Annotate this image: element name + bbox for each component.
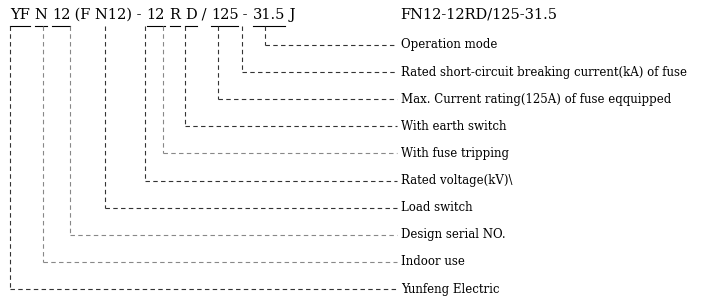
Text: Max. Current rating(125A) of fuse eqquipped: Max. Current rating(125A) of fuse eqquip… [401,93,671,106]
Text: With fuse tripping: With fuse tripping [401,147,509,160]
Text: Design serial NO.: Design serial NO. [401,228,506,241]
Text: YF: YF [10,8,30,22]
Text: With earth switch: With earth switch [401,120,506,133]
Text: 12: 12 [146,8,165,22]
Text: /: / [197,8,211,22]
Text: 12: 12 [52,8,71,22]
Text: -: - [238,8,253,22]
Text: Rated voltage(kV)\: Rated voltage(kV)\ [401,174,513,187]
Text: R: R [169,8,181,22]
Text: Yunfeng Electric: Yunfeng Electric [401,282,500,296]
Text: N: N [34,8,47,22]
Text: J: J [285,8,296,22]
Text: (F N12) -: (F N12) - [71,8,146,22]
Text: D: D [185,8,197,22]
Text: FN12-12RD/125-31.5: FN12-12RD/125-31.5 [400,8,557,22]
Text: 125: 125 [211,8,238,22]
Text: 31.5: 31.5 [253,8,285,22]
Text: Operation mode: Operation mode [401,38,498,52]
Text: Load switch: Load switch [401,201,473,214]
Text: Rated short-circuit breaking current(kA) of fuse: Rated short-circuit breaking current(kA)… [401,66,687,79]
Text: Indoor use: Indoor use [401,255,465,268]
